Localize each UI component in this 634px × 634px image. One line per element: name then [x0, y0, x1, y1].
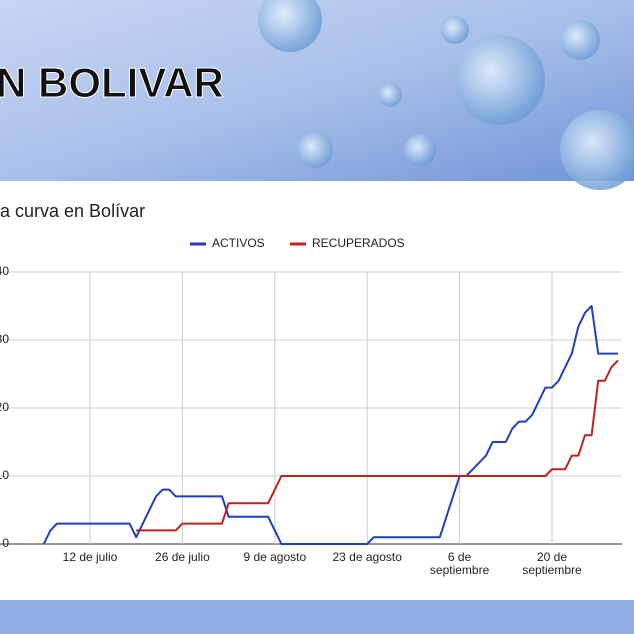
y-tick-label: 40: [0, 264, 9, 278]
y-tick-label: 10: [0, 468, 9, 482]
banner-decoration: [258, 0, 634, 190]
legend-label: ACTIVOS: [212, 236, 265, 250]
series-line: [136, 359, 619, 532]
footer-strip: [0, 600, 634, 634]
x-tick-label: 20 de septiembre: [522, 550, 582, 577]
y-tick-label: 0: [2, 536, 9, 550]
x-tick-label: 9 de agosto: [243, 550, 307, 564]
x-tick-label: 26 de julio: [155, 550, 210, 564]
banner-title: N BOLIVAR: [0, 59, 224, 106]
x-tick-label: 12 de julio: [62, 550, 118, 564]
y-tick-label: 20: [0, 400, 9, 414]
chart-title: a curva en Bolívar: [0, 201, 145, 221]
y-tick-label: 30: [0, 332, 9, 346]
x-tick-label: 6 de septiembre: [429, 550, 490, 577]
legend-label: RECUPERADOS: [312, 236, 405, 250]
series-line: [42, 305, 618, 545]
x-tick-label: 23 de agosto: [332, 550, 402, 564]
